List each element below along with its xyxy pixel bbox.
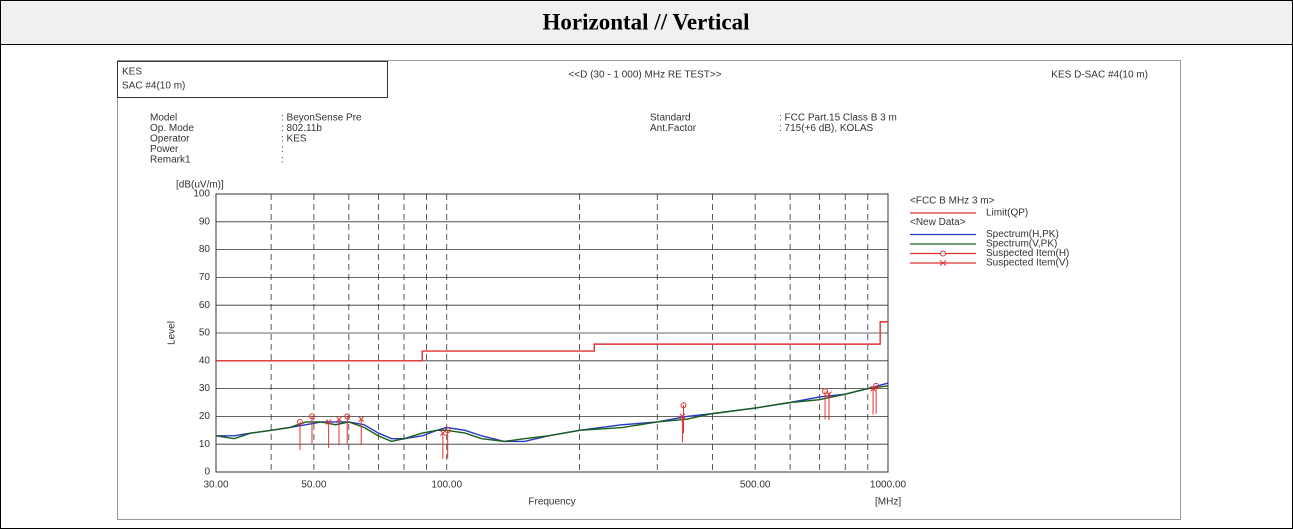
legend-label: Suspected Item(V) [986,258,1069,269]
y-tick-label: 90 [199,216,211,227]
y-tick-label: 40 [199,355,211,366]
marker [870,385,876,392]
marker [296,418,303,425]
field-label: Remark1 [150,155,191,166]
legend-group: <FCC B MHz 3 m> [910,196,995,207]
field-value: : 715(+6 dB), KOLAS [779,123,874,134]
y-tick-label: 60 [199,300,211,311]
field-label: Op. Mode [150,123,194,134]
test-title: <<D (30 - 1 000) MHz RE TEST>> [568,70,721,81]
y-tick-label: 50 [199,328,211,339]
field-value: : FCC Part.15 Class B 3 m [779,113,897,124]
field-value: : [281,144,284,155]
x-unit: [MHz] [875,497,901,508]
x-label: Frequency [528,497,575,508]
header-title: Horizontal // Vertical [543,9,750,34]
series-line [216,321,888,362]
marker [325,419,332,425]
marker [822,388,829,395]
x-tick-label: 50.00 [301,480,326,491]
x-tick-label: 500.00 [740,480,771,491]
x-tick-label: 1000.00 [870,480,907,491]
legend-swatch [939,260,947,266]
y-tick-label: 0 [204,467,210,478]
legend-label: Suspected Item(H) [986,248,1069,259]
plot-frame [215,193,889,473]
x-tick-label: 100.00 [431,480,462,491]
header-bg [0,0,1293,45]
marker [440,430,446,436]
y-tick-label: 20 [199,411,211,422]
marker [444,427,451,434]
field-label: Operator [150,134,190,145]
left-box [117,61,388,98]
y-label: Level [167,321,178,345]
field-label: Standard [650,113,691,124]
field-label: Model [150,113,177,124]
left-box-line: SAC #4(10 m) [122,81,185,92]
legend-label: Limit(QP) [986,208,1028,219]
y-tick-label: 80 [199,244,211,255]
y-tick-label: 10 [199,439,211,450]
y-tick-label: 100 [193,189,210,200]
left-box-line: KES [122,67,142,78]
marker [358,416,365,423]
legend-label: Spectrum(H,PK) [986,229,1059,240]
marker [873,382,880,389]
field-value: : 802.11b [281,123,322,134]
field-value: : KES [281,134,307,145]
field-label: Power [150,144,179,155]
field-value: : [281,155,284,166]
field-label: Ant.Factor [650,123,697,134]
marker [308,413,315,420]
y-unit: [dB(uV/m)] [176,180,224,191]
marker [679,413,686,420]
site: KES D-SAC #4(10 m) [1051,70,1148,81]
marker [680,402,687,409]
marker [336,416,342,423]
y-tick-label: 70 [199,272,211,283]
y-tick-label: 30 [199,383,211,394]
x-tick-label: 30.00 [203,480,228,491]
marker [826,391,832,398]
field-value: : BeyonSense Pre [281,113,362,124]
series-line [215,385,889,443]
legend-swatch [940,250,946,257]
marker [344,413,351,420]
legend-label: Spectrum(V,PK) [986,239,1057,250]
legend-group: <New Data> [910,217,966,228]
report-box [117,60,1181,520]
